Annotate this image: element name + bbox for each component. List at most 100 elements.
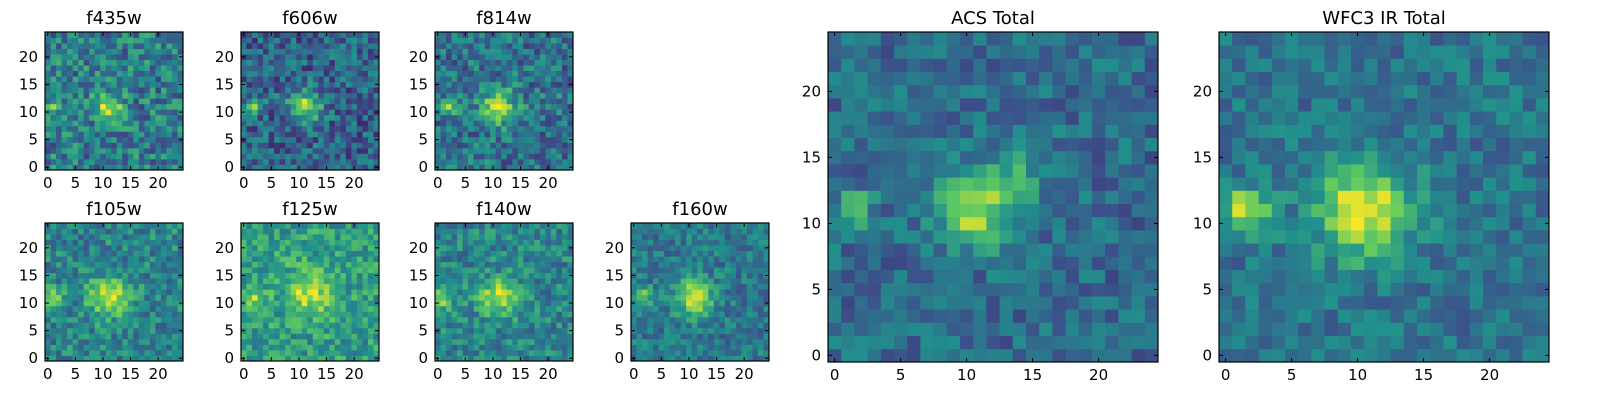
heatmap-cell <box>296 338 303 345</box>
heatmap-cell <box>451 48 458 55</box>
heatmap-cell <box>642 338 648 345</box>
heatmap-cell <box>653 355 659 362</box>
heatmap-cell <box>933 256 948 270</box>
heatmap-cell <box>340 136 347 143</box>
heatmap-cell <box>149 300 156 307</box>
heatmap-cell <box>127 311 134 318</box>
heatmap-cell <box>246 261 253 268</box>
heatmap-cell <box>490 120 497 127</box>
heatmap-cell <box>312 70 319 77</box>
heatmap-cell <box>841 216 855 231</box>
heatmap-cell <box>45 98 51 105</box>
heatmap-cell <box>523 142 530 149</box>
heatmap-cell <box>279 223 286 229</box>
heatmap-cell <box>356 294 363 301</box>
heatmap-cell <box>329 322 336 329</box>
heatmap-cell <box>561 109 568 116</box>
heatmap-cell <box>296 131 303 138</box>
heatmap-cell <box>133 54 140 60</box>
heatmap-cell <box>713 256 720 263</box>
heatmap-cell <box>907 243 921 257</box>
heatmap-cell <box>473 239 480 246</box>
heatmap-cell <box>144 131 151 138</box>
heatmap-cell <box>680 305 687 312</box>
heatmap-cell <box>373 114 380 121</box>
heatmap-cell <box>252 239 258 246</box>
heatmap-cell <box>495 283 502 290</box>
heatmap-cell <box>539 120 546 127</box>
heatmap-cell <box>252 76 258 83</box>
heatmap-cell <box>351 289 358 296</box>
heatmap-cell <box>105 333 112 340</box>
heatmap-cell <box>72 54 79 60</box>
heatmap-cell <box>301 81 308 88</box>
heatmap-cell <box>56 92 62 99</box>
heatmap-cell <box>691 300 698 307</box>
heatmap-cell <box>61 311 68 318</box>
heatmap-cell <box>468 32 475 38</box>
heatmap-cell <box>468 142 475 149</box>
heatmap-cell <box>828 203 842 218</box>
heatmap-cell <box>111 245 118 251</box>
heatmap-cell <box>323 322 330 329</box>
heatmap-cell <box>506 92 513 99</box>
heatmap-cell <box>702 289 709 296</box>
heatmap-cell <box>545 120 552 127</box>
heatmap-cell <box>274 316 281 323</box>
heatmap-cell <box>567 87 574 94</box>
heatmap-cell <box>999 164 1014 178</box>
heatmap-cell <box>702 327 709 334</box>
heatmap-cell <box>440 136 447 143</box>
heatmap-cell <box>631 256 637 263</box>
heatmap-cell <box>512 76 519 83</box>
heatmap-cell <box>116 48 123 55</box>
heatmap-cell <box>1065 190 1080 204</box>
heatmap-cell <box>274 147 281 154</box>
heatmap-cell <box>367 311 374 318</box>
heatmap-cell <box>138 142 145 149</box>
heatmap-cell <box>166 289 173 296</box>
heatmap-cell <box>550 311 557 318</box>
heatmap-cell <box>138 294 145 301</box>
heatmap-cell <box>440 338 447 345</box>
heatmap-cell <box>567 37 574 44</box>
heatmap-cell <box>144 272 151 279</box>
x-tick-label: 5 <box>461 365 471 383</box>
heatmap-cell <box>517 37 524 44</box>
heatmap-cell <box>658 228 665 235</box>
heatmap-cell <box>556 294 563 301</box>
heatmap-cell <box>691 311 698 318</box>
heatmap-cell <box>290 43 297 49</box>
heatmap-cell <box>138 327 145 334</box>
heatmap-cell <box>263 32 269 38</box>
heatmap-cell <box>517 125 524 132</box>
heatmap-cell <box>528 131 535 138</box>
heatmap-cell <box>94 131 101 138</box>
heatmap-cell <box>435 43 441 49</box>
heatmap-cell <box>539 153 546 160</box>
heatmap-cell <box>457 239 463 246</box>
heatmap-cell <box>89 65 96 72</box>
heatmap-cell <box>318 98 325 105</box>
heatmap-cell <box>457 234 463 240</box>
heatmap-cell <box>61 228 68 235</box>
heatmap-cell <box>367 81 374 88</box>
heatmap-cell <box>56 109 62 116</box>
heatmap-cell <box>307 349 314 356</box>
heatmap-cell <box>867 150 882 165</box>
heatmap-cell <box>285 136 292 143</box>
heatmap-cell <box>160 70 167 77</box>
heatmap-cell <box>83 261 90 268</box>
heatmap-cell <box>468 322 475 329</box>
heatmap-cell <box>523 65 530 72</box>
heatmap-cell <box>675 267 682 274</box>
heatmap-cell <box>473 355 480 362</box>
heatmap-cell <box>246 300 253 307</box>
heatmap-cell <box>285 120 292 127</box>
heatmap-cell <box>1105 309 1119 323</box>
heatmap-cell <box>473 250 480 257</box>
heatmap-cell <box>1078 322 1093 336</box>
heatmap-cell <box>83 349 90 356</box>
heatmap-cell <box>867 322 882 336</box>
heatmap-cell <box>241 239 247 246</box>
